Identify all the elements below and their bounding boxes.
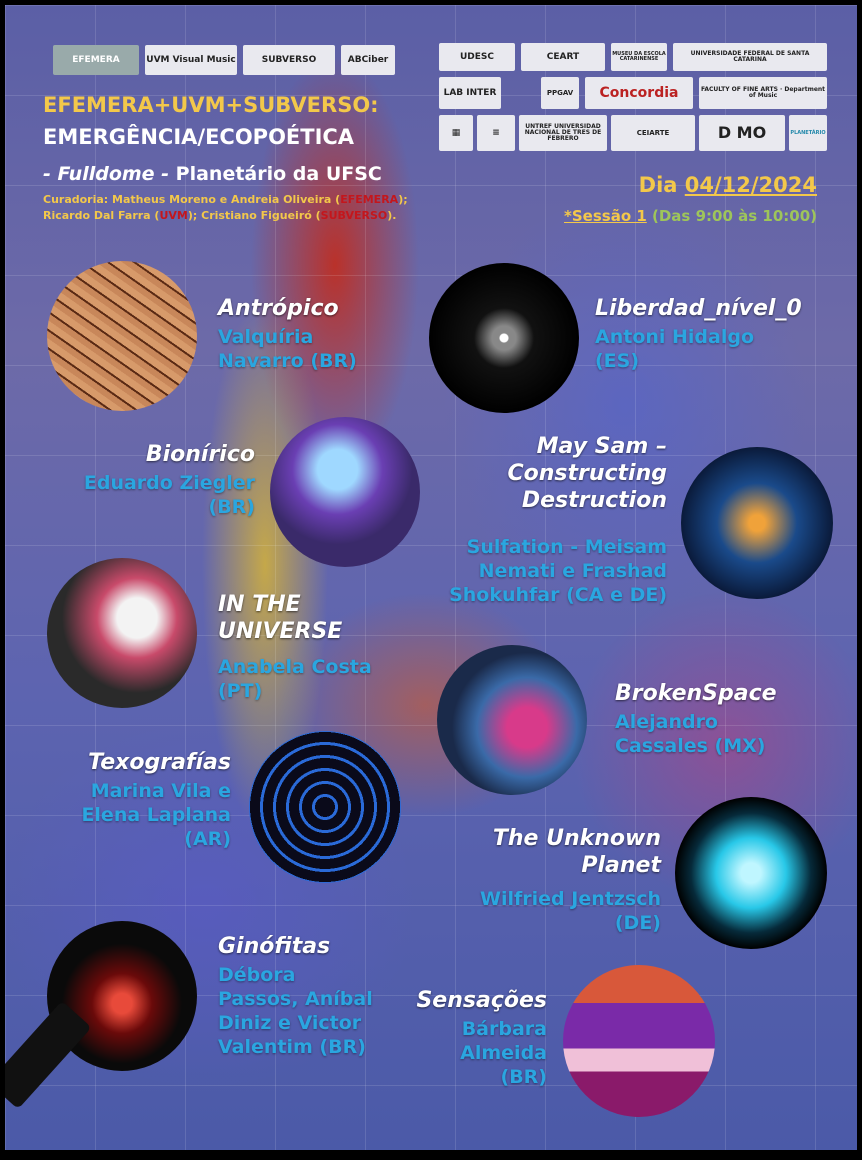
artwork-thumb-in-the-universe [47,558,197,708]
venue-label: Planetário da UFSC [169,163,382,185]
artwork-thumb-sensacoes [563,965,715,1117]
curators-text: ). [387,209,396,222]
logo-ppgav: PPGAV [541,77,579,109]
date-value: 04/12/2024 [685,173,817,197]
curators-text: ); [398,193,407,206]
logo-fine-arts: FACULTY OF FINE ARTS · Department of Mus… [699,77,827,109]
work-author: Antoni Hidalgo (ES) [595,325,765,373]
work-author: Valquíria Navarro (BR) [218,325,398,373]
event-poster: EFEMERA UVM Visual Music SUBVERSO ABCibe… [5,5,857,1150]
logo-efemera: EFEMERA [53,45,139,75]
artwork-thumb-texografias [249,731,401,883]
logo-small-2: ≡ [477,115,515,151]
logo-ceiarte: CEIARTE [611,115,695,151]
work-title: Liberdad_nível_0 [595,295,802,322]
artwork-thumb-bionirico [270,417,420,567]
logo-uvm: UVM Visual Music [145,45,237,75]
logo-dmo: D MO [699,115,785,151]
event-title-line1: EFEMERA+UVM+SUBVERSO: [43,93,379,117]
event-title-line2: EMERGÊNCIA/ECOPOÉTICA [43,125,354,149]
session-info: *Sessão 1 (Das 9:00 às 10:00) [564,207,817,225]
work-title: Sensações [385,987,547,1014]
work-author: Eduardo Ziegler (BR) [45,471,255,519]
work-title: IN THE UNIVERSE [218,591,378,645]
curators-line2: Ricardo Dal Farra (UVM); Cristiano Figue… [43,208,396,223]
artwork-thumb-antropico [47,261,197,411]
uvm-highlight: UVM [159,209,187,222]
work-author: Alejandro Cassales (MX) [615,710,795,758]
curators-text: Curadoria: Matheus Moreno e Andreia Oliv… [43,193,340,206]
artwork-thumb-brokenspace [437,645,587,795]
work-title: Texografías [65,749,231,776]
event-date: Dia 04/12/2024 [639,173,817,197]
artwork-thumb-liberdad [429,263,579,413]
logo-udesc: UDESC [439,43,515,71]
session-label: *Sessão 1 [564,207,647,225]
work-title: May Sam – Constructing Destruction [449,433,667,514]
artwork-thumb-unknown-planet [675,797,827,949]
work-author: Sulfation - Meisam Nemati e Frashad Shok… [425,535,667,607]
work-title: BrokenSpace [615,680,777,707]
curators-text: Ricardo Dal Farra ( [43,209,159,222]
logo-labinter: LAB INTER [439,77,501,109]
logo-abciber: ABCiber [341,45,395,75]
work-title: The Unknown Planet [465,825,661,879]
subverso-highlight: SUBVERSO [321,209,388,222]
logo-untref: UNTREF UNIVERSIDAD NACIONAL DE TRES DE F… [519,115,607,151]
curators-text: ); Cristiano Figueiró ( [188,209,321,222]
logo-ceart: CEART [521,43,605,71]
logo-museu: MUSEU DA ESCOLA CATARINENSE [611,43,667,71]
logo-small-1: ▦ [439,115,473,151]
logo-subverso: SUBVERSO [243,45,335,75]
work-author: Wilfried Jentzsch (DE) [445,887,661,935]
work-author: Anabela Costa (PT) [218,655,408,703]
work-author: Marina Vila e Elena Laplana (AR) [55,779,231,851]
session-time: (Das 9:00 às 10:00) [647,207,817,225]
work-title: Bionírico [85,441,255,468]
logo-planetario: PLANETÁRIO [789,115,827,151]
event-subtitle: - Fulldome - Planetário da UFSC [43,163,382,185]
curators-line1: Curadoria: Matheus Moreno e Andreia Oliv… [43,192,408,207]
work-title: Ginófitas [218,933,330,960]
artwork-thumb-may-sam [681,447,833,599]
efemera-highlight: EFEMERA [340,193,398,206]
fulldome-label: - Fulldome - [43,163,169,185]
logo-ufsc: UNIVERSIDADE FEDERAL DE SANTA CATARINA [673,43,827,71]
work-title: Antrópico [218,295,339,322]
logo-concordia: Concordia [585,77,693,109]
work-author: Débora Passos, Aníbal Diniz e Victor Val… [218,963,378,1059]
work-author: Bárbara Almeida (BR) [435,1017,547,1089]
date-label: Dia [639,173,685,197]
